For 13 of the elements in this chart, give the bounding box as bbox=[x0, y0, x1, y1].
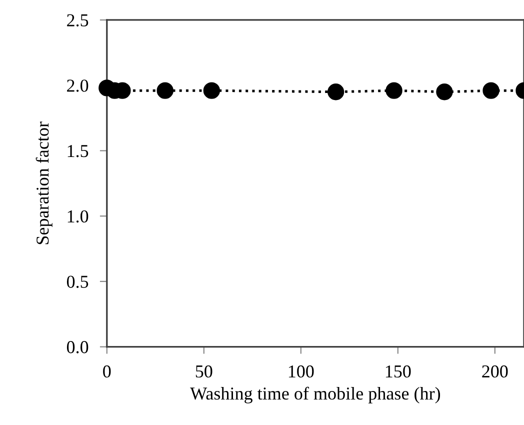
x-tick-label: 0 bbox=[103, 365, 111, 378]
x-tick-label: 100 bbox=[288, 365, 314, 378]
x-axis-title: Washing time of mobile phase (hr) bbox=[190, 386, 440, 404]
x-tick-label: 50 bbox=[196, 365, 212, 378]
x-tick-label: 200 bbox=[482, 365, 508, 378]
y-axis-title: Separation factor bbox=[36, 122, 52, 244]
y-tick-label: 1.5 bbox=[68, 145, 88, 158]
y-tick-label: 0.5 bbox=[66, 276, 88, 288]
y-tick-label: 2.0 bbox=[67, 80, 88, 92]
x-tick-label: 150 bbox=[386, 365, 411, 378]
y-tick-label: 1.0 bbox=[68, 210, 88, 223]
y-tick-label: 2.5 bbox=[67, 14, 88, 26]
y-tick-label: 0.0 bbox=[66, 341, 88, 354]
